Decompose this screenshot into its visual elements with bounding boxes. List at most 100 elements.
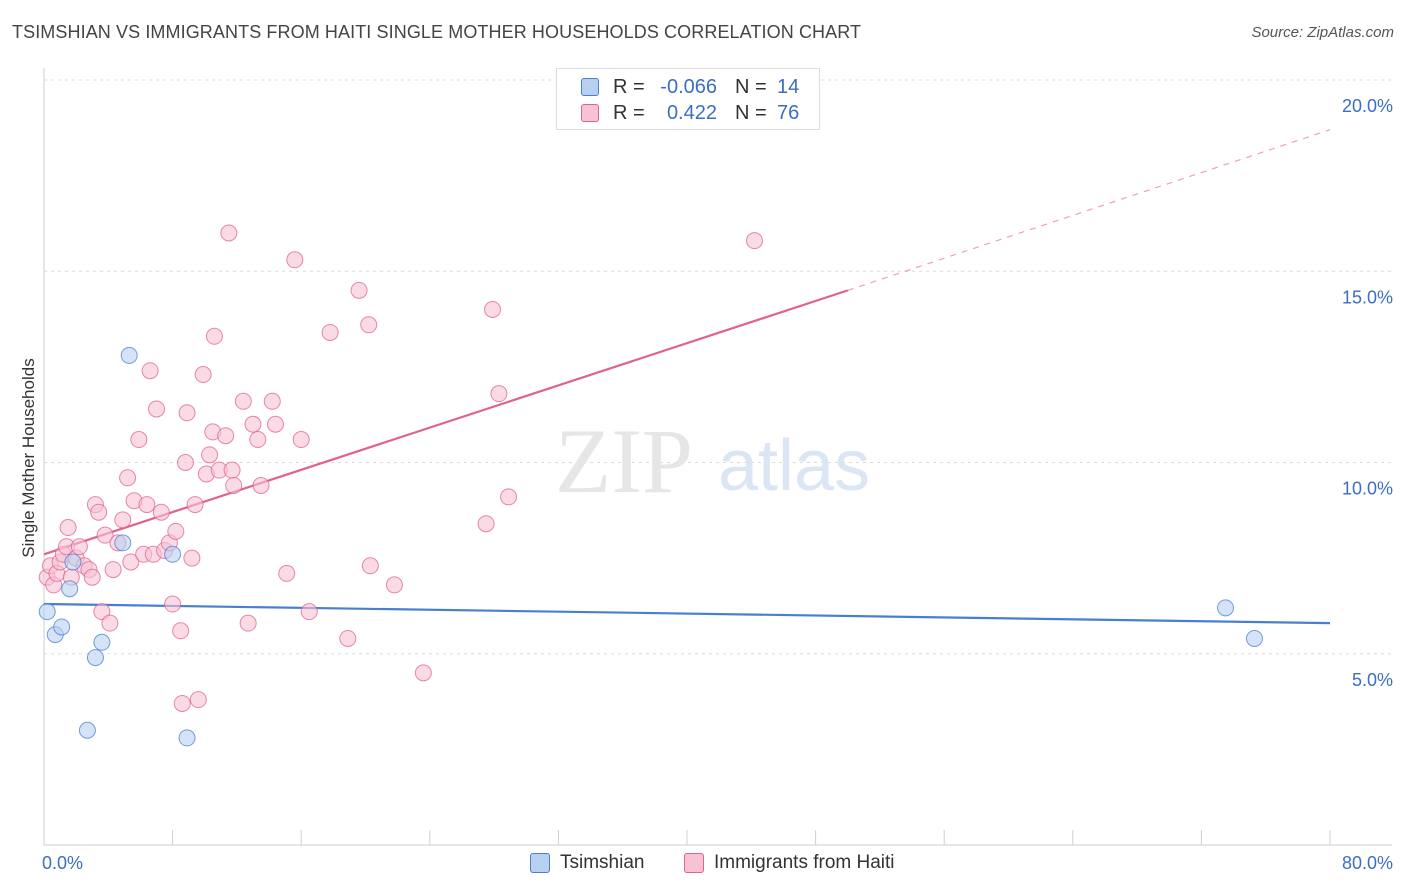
legend-item-haiti[interactable]: Immigrants from Haiti bbox=[684, 852, 895, 874]
scatter-point-tsimshian bbox=[86, 649, 104, 667]
scatter-point-haiti bbox=[339, 629, 357, 647]
scatter-point-haiti bbox=[278, 564, 296, 582]
scatter-point-haiti bbox=[189, 691, 207, 709]
trend-line-0 bbox=[43, 602, 1331, 625]
scatter-point-haiti bbox=[234, 392, 252, 410]
scatter-point-haiti bbox=[152, 503, 170, 521]
y-axis-label: Single Mother Households bbox=[19, 358, 38, 557]
stats-row-haiti: R = 0.422 N = 76 bbox=[581, 101, 799, 125]
n-value: 14 bbox=[777, 75, 800, 98]
scatter-point-haiti bbox=[141, 362, 159, 380]
series-legend: Tsimshian Immigrants from Haiti bbox=[0, 852, 1406, 878]
scatter-point-haiti bbox=[249, 431, 267, 449]
scatter-point-tsimshian bbox=[78, 721, 96, 739]
scatter-point-haiti bbox=[164, 595, 182, 613]
scatter-point-haiti bbox=[119, 469, 137, 487]
scatter-point-tsimshian bbox=[114, 534, 132, 552]
scatter-point-haiti bbox=[321, 323, 339, 341]
source-label: Source: ZipAtlas.com bbox=[1251, 24, 1394, 41]
scatter-point-haiti bbox=[385, 576, 403, 594]
y-tick-label: 5.0% bbox=[1352, 670, 1393, 690]
scatter-point-haiti bbox=[122, 553, 140, 571]
point-layer bbox=[38, 224, 1263, 747]
legend-item-tsimshian[interactable]: Tsimshian bbox=[530, 852, 644, 874]
scatter-point-haiti bbox=[500, 488, 518, 506]
scatter-point-haiti bbox=[167, 522, 185, 540]
scatter-point-haiti bbox=[300, 603, 318, 621]
scatter-point-tsimshian bbox=[178, 729, 196, 747]
scatter-point-haiti bbox=[252, 476, 270, 494]
scatter-point-haiti bbox=[361, 557, 379, 575]
r-value: 0.422 bbox=[666, 101, 717, 124]
grid-layer bbox=[44, 79, 1392, 655]
n-label: N = bbox=[735, 101, 767, 124]
scatter-point-haiti bbox=[194, 366, 212, 384]
scatter-point-haiti bbox=[490, 385, 508, 403]
scatter-point-haiti bbox=[414, 664, 432, 682]
scatter-point-haiti bbox=[239, 614, 257, 632]
x-tick-label-0: 0.0% bbox=[42, 853, 83, 873]
y-tick-label: 15.0% bbox=[1342, 287, 1393, 307]
scatter-point-haiti bbox=[183, 549, 201, 567]
stats-legend: R = -0.066 N = 14 R = 0.422 N = 76 bbox=[556, 68, 820, 130]
scatter-point-haiti bbox=[178, 404, 196, 422]
scatter-point-haiti bbox=[286, 251, 304, 269]
scatter-point-haiti bbox=[173, 694, 191, 712]
watermark-atlas: atlas bbox=[718, 426, 870, 506]
trend-extension-1 bbox=[847, 129, 1331, 291]
scatter-point-haiti bbox=[201, 446, 219, 464]
r-label: R = bbox=[613, 75, 645, 98]
scatter-point-tsimshian bbox=[61, 580, 79, 598]
scatter-point-haiti bbox=[263, 392, 281, 410]
scatter-point-tsimshian bbox=[1217, 599, 1235, 617]
haiti-legend-swatch bbox=[684, 853, 704, 873]
scatter-point-tsimshian bbox=[38, 603, 56, 621]
axis-layer: 5.0% 10.0% 15.0% 20.0% bbox=[43, 68, 1393, 846]
scatter-point-tsimshian bbox=[164, 545, 182, 563]
tsimshian-legend-swatch bbox=[530, 853, 550, 873]
scatter-point-haiti bbox=[114, 511, 132, 529]
scatter-point-haiti bbox=[172, 622, 190, 640]
scatter-point-tsimshian bbox=[93, 633, 111, 651]
scatter-point-haiti bbox=[138, 496, 156, 514]
scatter-point-haiti bbox=[225, 476, 243, 494]
trend-line-1 bbox=[43, 289, 849, 556]
trend-layer bbox=[43, 129, 1331, 625]
scatter-point-haiti bbox=[90, 503, 108, 521]
scatter-point-tsimshian bbox=[64, 553, 82, 571]
scatter-point-tsimshian bbox=[53, 618, 71, 636]
scatter-point-haiti bbox=[244, 415, 262, 433]
scatter-point-haiti bbox=[176, 454, 194, 471]
watermark-zip: ZIP bbox=[555, 410, 693, 512]
tsimshian-swatch bbox=[581, 78, 599, 96]
scatter-point-haiti bbox=[59, 519, 77, 537]
legend-label-haiti: Immigrants from Haiti bbox=[714, 852, 895, 873]
scatter-point-haiti bbox=[96, 526, 114, 544]
scatter-point-haiti bbox=[223, 461, 241, 479]
y-tick-label: 10.0% bbox=[1342, 479, 1393, 499]
scatter-point-haiti bbox=[477, 515, 495, 533]
n-value: 76 bbox=[777, 101, 800, 124]
scatter-point-haiti bbox=[217, 427, 235, 445]
scatter-point-haiti bbox=[220, 224, 238, 242]
r-value: -0.066 bbox=[660, 75, 717, 98]
scatter-point-haiti bbox=[746, 232, 764, 250]
scatter-point-haiti bbox=[205, 327, 223, 345]
haiti-swatch bbox=[581, 104, 599, 122]
scatter-point-haiti bbox=[101, 614, 119, 632]
n-label: N = bbox=[735, 75, 767, 98]
scatter-point-haiti bbox=[360, 316, 378, 334]
scatter-point-haiti bbox=[83, 568, 101, 586]
legend-label-tsimshian: Tsimshian bbox=[560, 852, 645, 873]
scatter-point-haiti bbox=[292, 431, 310, 449]
scatter-point-haiti bbox=[70, 538, 88, 556]
r-label: R = bbox=[613, 101, 645, 124]
chart-title: TSIMSHIAN VS IMMIGRANTS FROM HAITI SINGL… bbox=[12, 22, 862, 42]
x-tick-label-1: 80.0% bbox=[1342, 853, 1393, 873]
scatter-point-haiti bbox=[350, 281, 368, 299]
y-tick-label: 20.0% bbox=[1342, 96, 1393, 116]
scatter-point-haiti bbox=[186, 496, 204, 514]
scatter-point-tsimshian bbox=[120, 346, 138, 364]
scatter-point-haiti bbox=[266, 415, 284, 433]
